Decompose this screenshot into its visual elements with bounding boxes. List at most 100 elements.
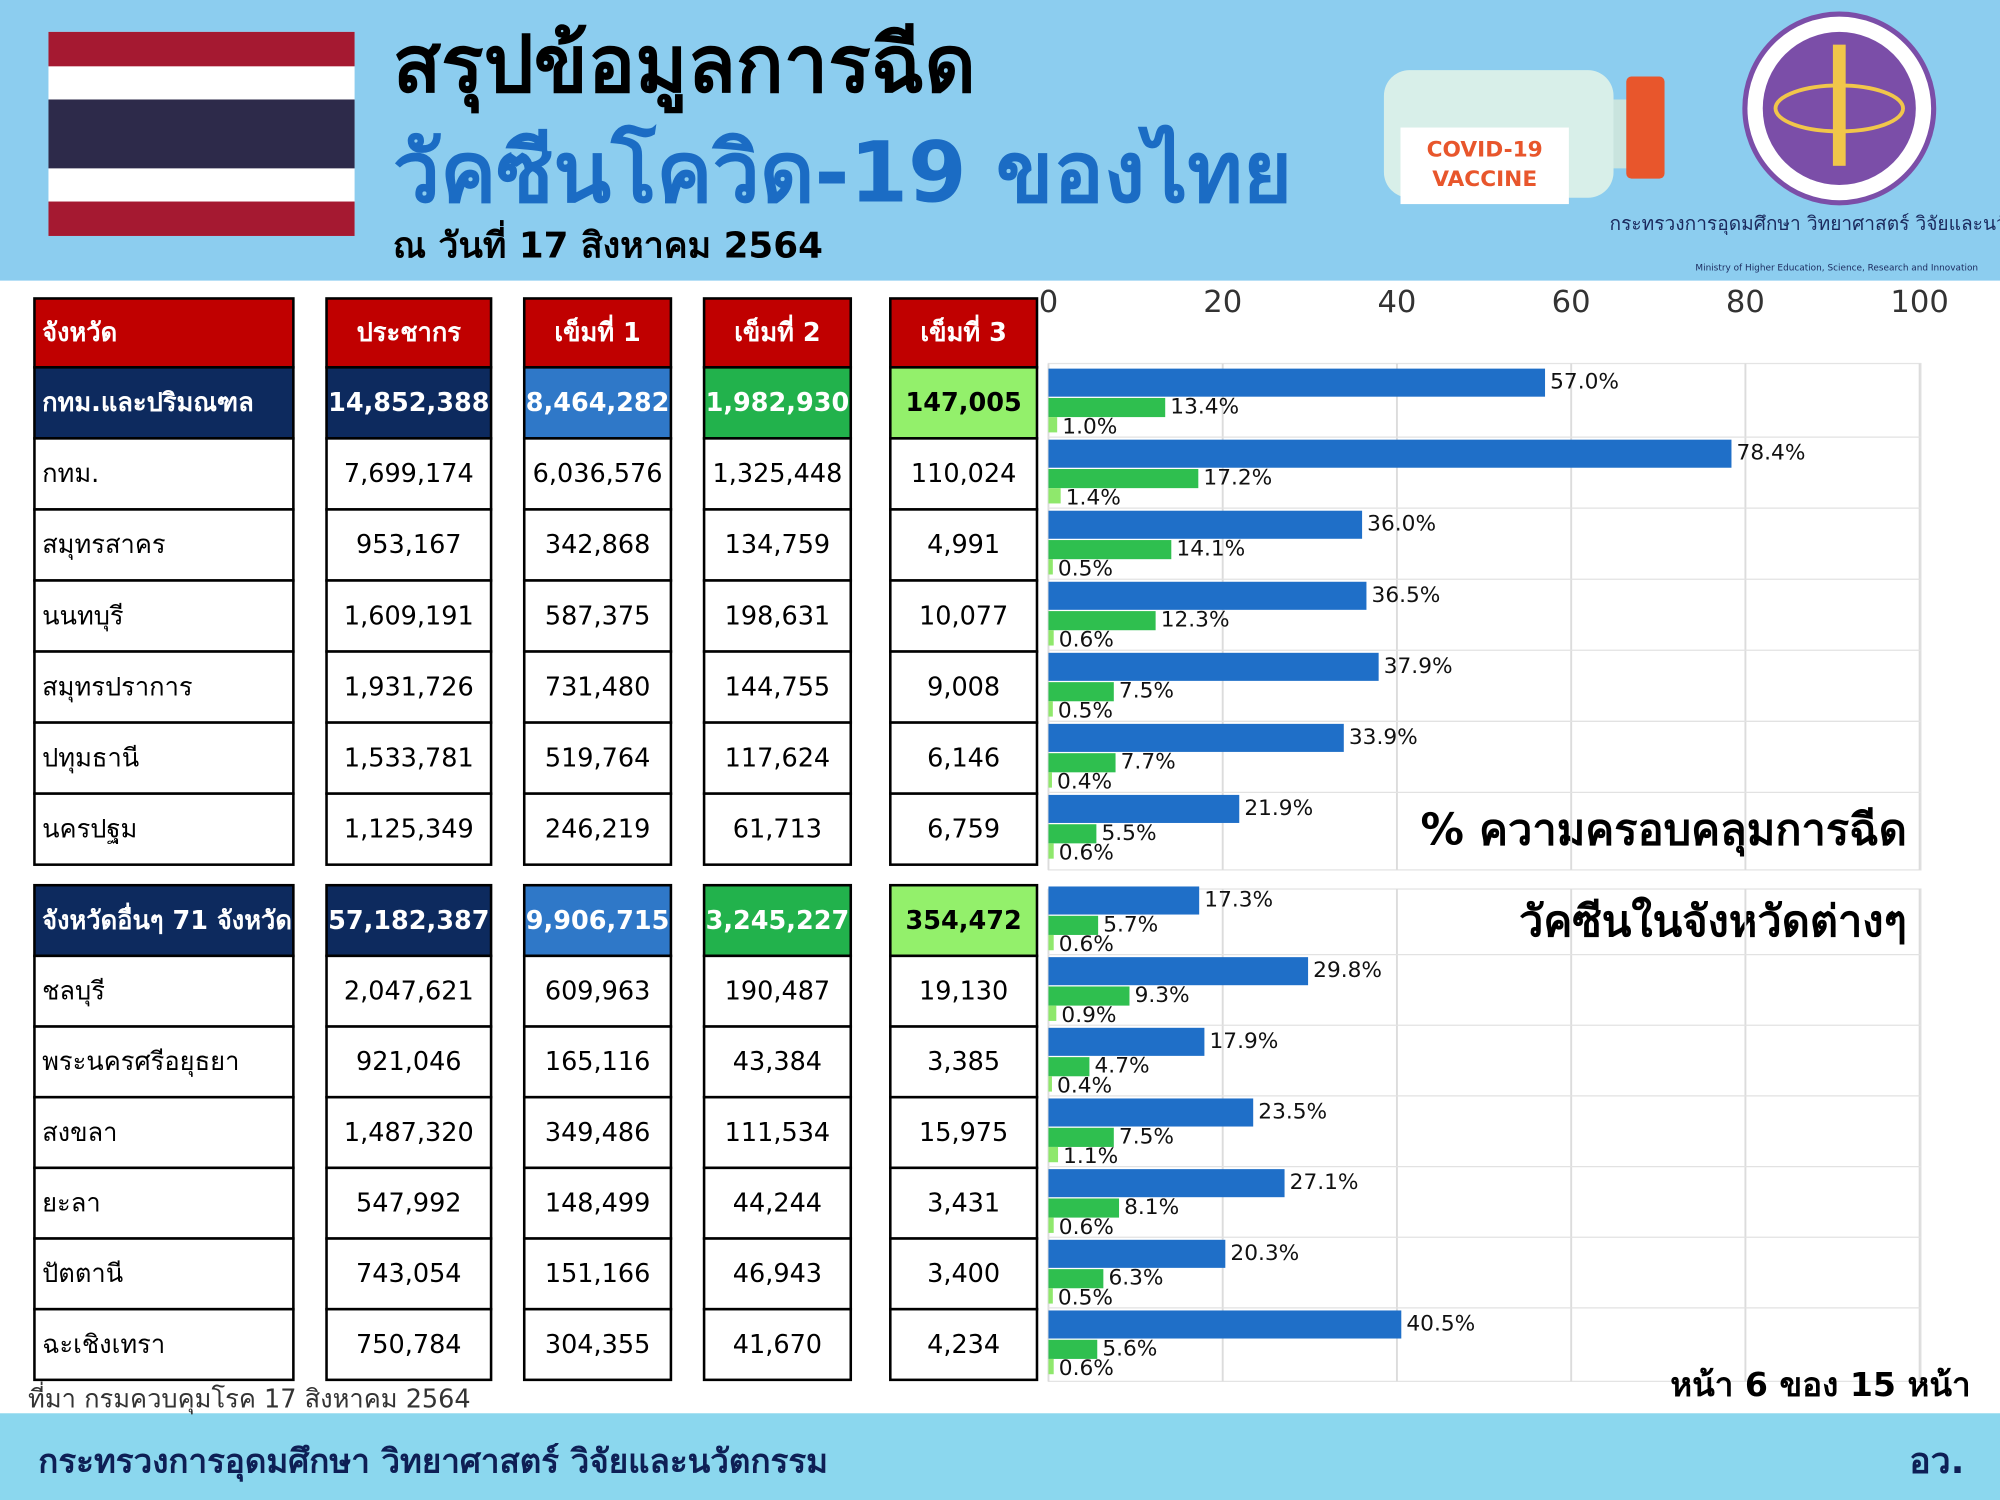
cell: 41,670 — [733, 1330, 822, 1360]
value-label: 8.1% — [1124, 1195, 1179, 1220]
ministry-logo — [1742, 11, 1937, 206]
cell: 6,146 — [927, 743, 1000, 773]
header: เข็มที่ 3 — [920, 314, 1006, 348]
cell: 1,325,448 — [713, 459, 843, 489]
cell: กทม. — [42, 459, 99, 489]
value-label: 5.5% — [1101, 821, 1156, 846]
cell-cell — [33, 1025, 295, 1099]
cell-cell — [522, 508, 673, 582]
x-tick-label: 0 — [1039, 285, 1058, 320]
table: จังหวัด ประชากร เข็มที่ 1 เข็มที่ 2 เข็มที่ … — [33, 297, 1039, 1382]
title: วัคซีนโควิด-19 ของไทย — [393, 124, 1292, 222]
value-label: 5.7% — [1103, 912, 1158, 937]
bar — [1048, 886, 1200, 915]
chart: 0 20 40 60 80 100 57.0% 13.4% 1.0% 78.4% 17.2% 1.4%… — [1039, 285, 1949, 1382]
cell: 1,609,191 — [344, 601, 474, 631]
cell-cell — [889, 437, 1039, 511]
cell: 117,624 — [725, 743, 830, 773]
bar — [1048, 1358, 1054, 1375]
cell-cell — [522, 579, 673, 653]
cell: 134,759 — [725, 530, 830, 560]
cell: ชลบุรี — [42, 976, 105, 1006]
bar — [1048, 368, 1546, 397]
value-label: 37.9% — [1384, 654, 1453, 679]
bar — [1048, 772, 1052, 788]
cell-cell — [522, 721, 673, 795]
cell-cell — [702, 579, 853, 653]
summary: 8,464,282 — [526, 388, 670, 418]
value-label: 17.9% — [1210, 1029, 1279, 1054]
bar — [1048, 611, 1156, 631]
value-label: 23.5% — [1258, 1100, 1327, 1125]
bar — [1048, 652, 1379, 681]
bar — [1048, 540, 1172, 560]
bar — [1048, 1146, 1059, 1163]
value-label: 9.3% — [1135, 983, 1190, 1008]
cell: 921,046 — [356, 1047, 461, 1077]
bar — [1048, 915, 1099, 935]
cell: 349,486 — [545, 1118, 650, 1148]
summary: 3,245,227 — [706, 906, 850, 936]
cell-cell — [325, 437, 493, 511]
cell: 165,116 — [545, 1047, 650, 1077]
value-label: 21.9% — [1244, 796, 1313, 821]
cell-cell — [33, 437, 295, 511]
cell: 731,480 — [545, 672, 650, 702]
vaccine-icon: COVID-19 VACCINE — [1383, 70, 1665, 205]
value-label: 17.3% — [1204, 888, 1273, 913]
cell-cell — [325, 1307, 493, 1382]
cell: ปทุมธานี — [42, 743, 139, 773]
bar — [1048, 1339, 1098, 1359]
cell: 1,125,349 — [344, 814, 474, 844]
value-label: 12.3% — [1161, 608, 1230, 633]
cell: 246,219 — [545, 814, 650, 844]
cell: 304,355 — [545, 1330, 650, 1360]
cell: 6,759 — [927, 814, 1000, 844]
bar — [1048, 1076, 1052, 1092]
cell: 151,166 — [545, 1259, 650, 1289]
cell: 1,487,320 — [344, 1118, 474, 1148]
cell-cell — [325, 579, 493, 653]
bar — [1048, 559, 1053, 575]
bar — [1048, 701, 1053, 717]
cell-cell — [325, 954, 493, 1028]
cell-cell — [889, 508, 1039, 582]
cell-cell — [33, 954, 295, 1028]
cell: ยะลา — [42, 1188, 101, 1218]
cell: สงขลา — [42, 1118, 117, 1148]
ministry-name: กระทรวงการอุดมศึกษา วิทยาศาสตร์ วิจัยและ… — [1610, 212, 2000, 236]
cell: 2,047,621 — [344, 976, 474, 1006]
cell-cell — [522, 1307, 673, 1382]
cell-cell — [889, 1307, 1039, 1382]
value-label: 40.5% — [1406, 1311, 1475, 1336]
chart-annotation: % ความครอบคลุมการฉีด — [1420, 805, 1906, 857]
cell-cell — [325, 721, 493, 795]
value-label: 0.6% — [1059, 1215, 1114, 1240]
cell: 1,533,781 — [344, 743, 474, 773]
cell-cell — [889, 792, 1039, 866]
cell-cell — [325, 1095, 493, 1170]
value-label: 1.4% — [1066, 485, 1121, 510]
header-cell — [33, 297, 295, 369]
cell: 3,431 — [927, 1188, 1000, 1218]
date: ณ วันที่ 17 สิงหาคม 2564 — [393, 219, 823, 266]
summary: 354,472 — [906, 906, 1022, 936]
cell-cell — [33, 1095, 295, 1170]
cell: 144,755 — [725, 672, 830, 702]
vaccine-label: VACCINE — [1432, 167, 1537, 192]
summary-cell — [522, 366, 673, 440]
value-label: 1.0% — [1062, 414, 1117, 439]
bar — [1048, 824, 1097, 844]
cell: 9,008 — [927, 672, 1000, 702]
cell-cell — [702, 508, 853, 582]
cell: 46,943 — [733, 1259, 822, 1289]
cell-cell — [889, 650, 1039, 724]
value-label: 0.6% — [1059, 1356, 1114, 1381]
cell-cell — [702, 437, 853, 511]
cell: 190,487 — [725, 976, 830, 1006]
cell-cell — [325, 1025, 493, 1099]
summary-cell — [33, 883, 295, 958]
value-label: 0.4% — [1057, 770, 1112, 795]
value-label: 6.3% — [1108, 1266, 1163, 1291]
